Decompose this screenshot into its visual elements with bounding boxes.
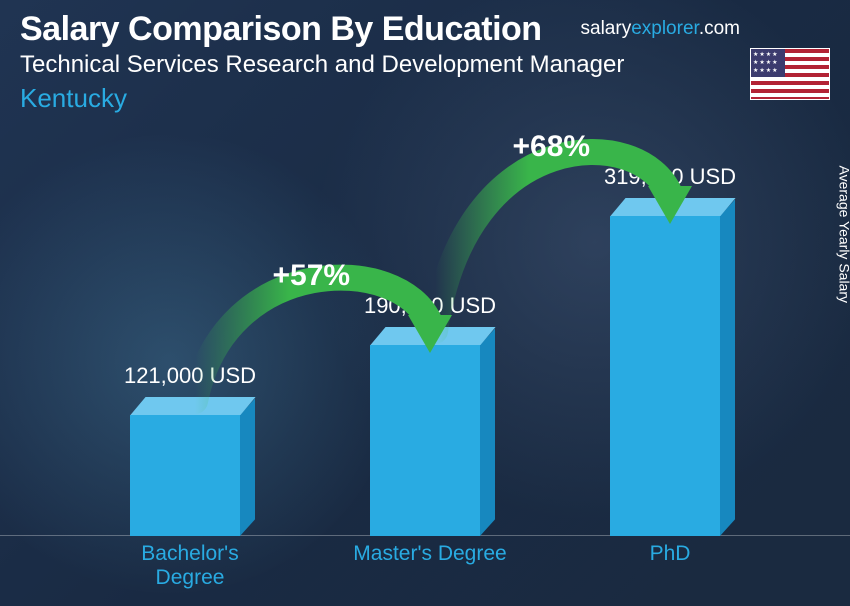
pct-label-1: +68% [513, 130, 591, 164]
category-label-1: Master's Degree [350, 542, 510, 566]
pct-label-0: +57% [273, 259, 351, 293]
page-subtitle: Technical Services Research and Developm… [20, 51, 830, 79]
header: Salary Comparison By Education Technical… [20, 10, 830, 114]
location-label: Kentucky [20, 83, 830, 114]
category-label-2: PhD [590, 542, 750, 566]
category-label-0: Bachelor's Degree [110, 542, 270, 590]
page-title: Salary Comparison By Education [20, 10, 830, 49]
salary-bar-chart: Bachelor's DegreeMaster's DegreePhD 121,… [0, 146, 850, 606]
category-labels-row: Bachelor's Degree Master's Degree PhD [0, 536, 850, 606]
